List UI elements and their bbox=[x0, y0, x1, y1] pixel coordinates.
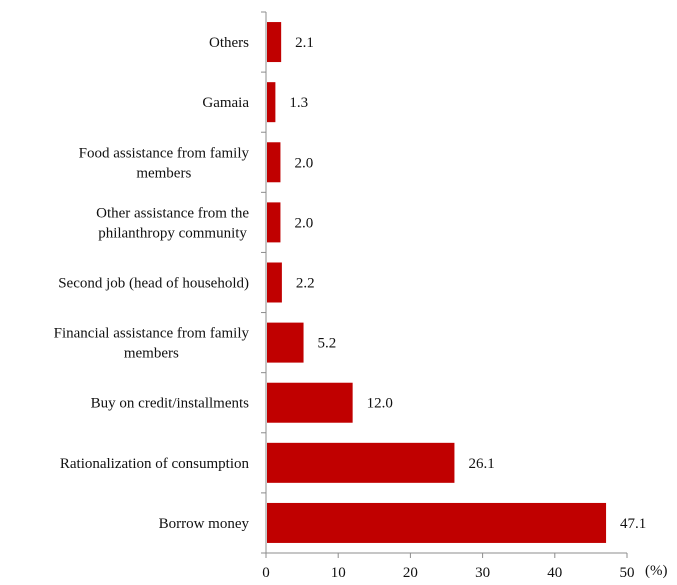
x-tick-label-3: 30 bbox=[475, 565, 490, 581]
value-label-2: 12.0 bbox=[367, 396, 393, 412]
category-label-0: Borrow money bbox=[159, 516, 250, 532]
category-label-5: Other assistance from the philanthropy co… bbox=[96, 205, 249, 241]
value-label-7: 1.3 bbox=[289, 95, 308, 111]
bar-3 bbox=[267, 322, 304, 363]
value-label-4: 2.2 bbox=[296, 276, 315, 292]
category-label-5-line-0: Other assistance from the bbox=[96, 205, 249, 221]
category-label-6-line-1: members bbox=[136, 165, 191, 181]
bar-8 bbox=[267, 22, 282, 63]
category-label-1: Rationalization of consumption bbox=[60, 456, 250, 472]
x-tick-label-0: 0 bbox=[262, 565, 270, 581]
bar-6 bbox=[267, 142, 281, 183]
category-label-7: Gamaia bbox=[202, 95, 249, 111]
axes bbox=[261, 11, 628, 558]
category-label-4: Second job (head of household) bbox=[58, 276, 249, 292]
category-label-3: Financial assistance from family members bbox=[54, 326, 250, 362]
x-tick-label-2: 20 bbox=[403, 565, 418, 581]
bar-0 bbox=[267, 502, 607, 543]
category-label-5-line-1: philanthropy community bbox=[98, 225, 247, 241]
bar-1 bbox=[267, 442, 455, 483]
bar-4 bbox=[267, 262, 282, 303]
bar-2 bbox=[267, 382, 353, 423]
bars-layer bbox=[267, 22, 607, 543]
category-label-3-line-0: Financial assistance from family bbox=[54, 326, 250, 342]
x-tick-label-1: 10 bbox=[331, 565, 346, 581]
x-tick-label-5: 50 bbox=[620, 565, 635, 581]
value-label-5: 2.0 bbox=[294, 215, 313, 231]
x-tick-label-4: 40 bbox=[547, 565, 562, 581]
category-label-6-line-0: Food assistance from family bbox=[79, 145, 250, 161]
labels-layer: 47.1 Borrow money 26.1 Rationalization of c… bbox=[54, 35, 668, 581]
category-label-2: Buy on credit/installments bbox=[91, 396, 249, 412]
category-label-6: Food assistance from family members bbox=[79, 145, 250, 181]
value-label-1: 26.1 bbox=[468, 456, 494, 472]
bar-7 bbox=[267, 82, 276, 123]
x-unit-label: (%) bbox=[645, 563, 668, 579]
value-label-0: 47.1 bbox=[620, 516, 646, 532]
bar-5 bbox=[267, 202, 281, 243]
category-label-3-line-1: members bbox=[124, 346, 179, 362]
category-label-8: Others bbox=[209, 35, 249, 51]
value-label-8: 2.1 bbox=[295, 35, 314, 51]
value-label-6: 2.0 bbox=[294, 155, 313, 171]
value-label-3: 5.2 bbox=[318, 336, 337, 352]
